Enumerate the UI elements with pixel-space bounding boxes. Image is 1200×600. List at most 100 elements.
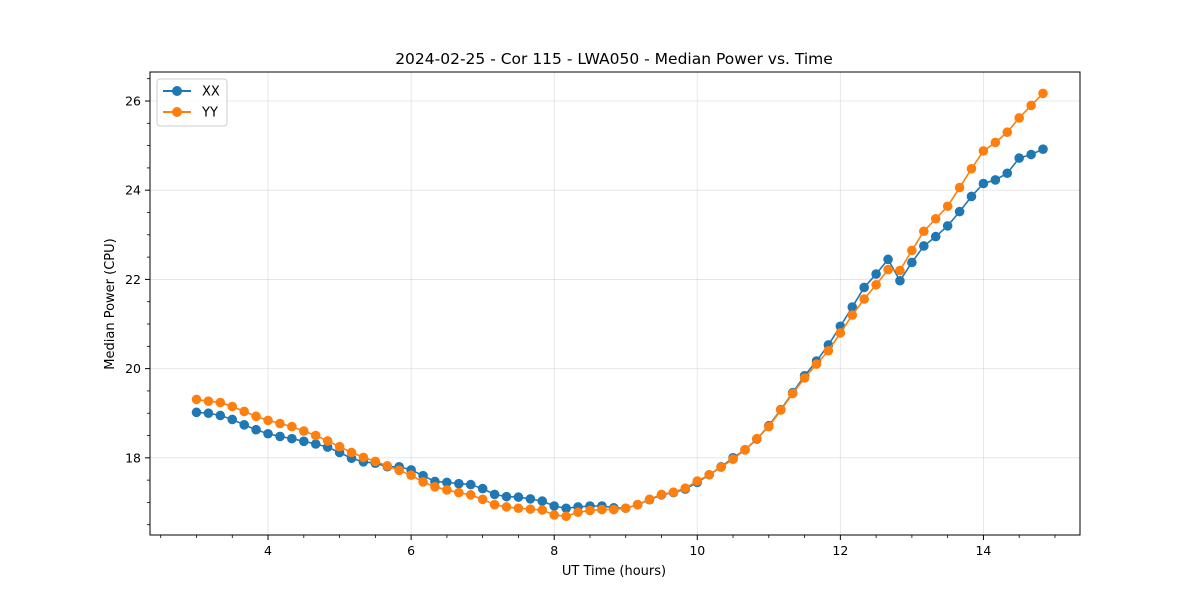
series-yy-point	[537, 505, 548, 515]
series-yy-point	[239, 406, 250, 417]
x-tick-label: 4	[264, 543, 272, 558]
series-yy-point	[597, 504, 607, 515]
series-xx-point	[907, 257, 917, 268]
series-yy-point	[418, 477, 428, 487]
series-xx-point	[1026, 149, 1036, 160]
series-xx-point	[549, 501, 559, 511]
series-yy-point	[1038, 88, 1048, 99]
series-yy-point	[907, 245, 917, 256]
series-yy-point	[716, 462, 726, 473]
series-xx-point	[501, 491, 512, 502]
x-tick-label: 12	[832, 543, 848, 558]
series-yy-point	[883, 264, 893, 275]
legend-yy-marker	[172, 107, 182, 117]
series-yy-point	[608, 504, 619, 515]
legend-xx-marker	[172, 86, 182, 96]
series-yy-point	[728, 454, 738, 464]
series-yy-point	[1026, 100, 1036, 111]
series-xx-point	[489, 489, 500, 500]
series-xx-point	[442, 477, 452, 488]
series-yy-point	[620, 503, 631, 514]
series-yy-point	[370, 456, 381, 467]
series-yy-point	[394, 465, 404, 476]
x-tick-label: 6	[407, 543, 415, 558]
series-yy-point	[442, 485, 452, 495]
series-yy-point	[990, 137, 1001, 148]
series-yy-point	[465, 490, 476, 500]
series-yy-point	[692, 476, 703, 486]
series-yy-point	[752, 433, 762, 444]
plot-frame	[149, 71, 1081, 536]
series-yy-point	[489, 499, 500, 510]
legend: XX YY	[156, 78, 228, 127]
series-xx-point	[859, 282, 869, 293]
series-xx-point	[990, 175, 1001, 185]
series-yy-point	[871, 279, 881, 290]
series-xx-point	[978, 178, 989, 189]
series-xx-point	[215, 410, 226, 421]
series-xx-point	[477, 483, 488, 494]
series-yy-point	[525, 504, 536, 514]
series-yy-point	[585, 505, 595, 516]
series-yy-point	[668, 487, 679, 497]
series-yy-point	[382, 461, 393, 471]
series-xx-point	[537, 496, 548, 506]
series-yy-point	[454, 487, 464, 498]
legend-yy-label: YY	[201, 106, 218, 121]
series-yy-point	[799, 373, 810, 383]
series-yy-point	[656, 489, 667, 500]
series-yy-point	[310, 430, 321, 441]
series-yy-point	[203, 396, 214, 406]
series-xx-point	[930, 231, 941, 242]
series-yy-point	[573, 507, 583, 518]
series-xx-point	[513, 492, 524, 502]
series-xx-point	[895, 275, 905, 286]
y-tick-label: 24	[125, 183, 141, 198]
x-axis-label: UT Time (hours)	[562, 564, 666, 579]
legend-xx-label: XX	[202, 85, 220, 100]
series-yy-point	[847, 310, 858, 320]
series-yy-point	[322, 436, 333, 446]
y-tick-label: 18	[125, 450, 141, 465]
series-yy-point	[740, 445, 750, 455]
series-yy-point	[680, 483, 691, 493]
series-yy-point	[919, 226, 929, 237]
chart-title: 2024-02-25 - Cor 115 - LWA050 - Median P…	[395, 50, 833, 68]
series-yy-point	[275, 418, 285, 429]
series-yy-point	[704, 469, 715, 480]
series-yy-point	[287, 421, 297, 432]
series-xx-point	[263, 428, 273, 439]
series-yy-point	[215, 397, 226, 408]
series-xx-point	[883, 254, 893, 265]
series-xx-point	[966, 191, 977, 202]
series-xx-point	[203, 408, 214, 419]
series-xx-point	[191, 407, 202, 418]
series-yy-point	[406, 470, 416, 481]
series-yy-point	[191, 394, 202, 405]
series-yy-point	[501, 502, 512, 512]
series-yy-point	[644, 494, 655, 505]
y-tick-label: 26	[125, 93, 141, 108]
x-tick-label: 14	[975, 543, 991, 558]
series-xx-point	[1038, 144, 1048, 154]
series-xx-point	[1014, 153, 1024, 163]
x-tick-label: 8	[550, 543, 558, 558]
grid	[150, 72, 1080, 535]
series-yy-point	[632, 499, 643, 510]
series-yy-point	[549, 510, 559, 520]
series-yy-point	[334, 441, 345, 452]
series-yy-point	[263, 415, 273, 426]
series-xx-point	[287, 433, 297, 444]
series-yy-point	[811, 359, 822, 369]
series-xx-point	[954, 206, 965, 217]
series-layer	[191, 88, 1048, 522]
series-yy-point	[859, 294, 869, 304]
series-xx-point	[1002, 168, 1013, 179]
series-yy-point	[835, 328, 846, 338]
series-yy-point	[775, 405, 786, 415]
series-xx-point	[251, 424, 261, 435]
y-tick-label: 22	[125, 272, 141, 287]
series-yy-point	[561, 511, 571, 522]
series-yy-point	[477, 494, 488, 505]
